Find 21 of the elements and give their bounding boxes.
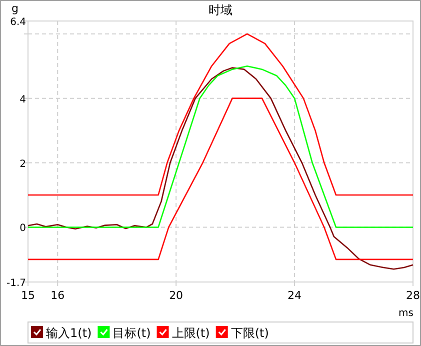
chart-title: 时域: [208, 3, 232, 17]
x-axis-title: ms: [398, 308, 414, 319]
legend-label: 下限(t): [230, 326, 269, 340]
y-tick-label: 0: [20, 223, 26, 234]
line-series: [27, 98, 414, 260]
y-axis-title: g: [12, 2, 18, 15]
line-series: [27, 65, 414, 228]
x-tick-label: 20: [169, 289, 184, 302]
y-tick-label: 4: [20, 94, 26, 106]
x-tick-label: 15: [21, 289, 35, 302]
x-tick-label: 28: [406, 289, 420, 302]
y-tick-label: -1.7: [6, 278, 26, 289]
legend-label: 输入1(t): [46, 326, 92, 340]
line-series: [27, 33, 414, 196]
x-tick-label: 16: [50, 289, 65, 302]
y-tick-label: 2: [20, 158, 26, 170]
legend-label: 目标(t): [112, 326, 151, 340]
x-tick-label: 24: [288, 289, 302, 302]
line-series: [27, 67, 414, 270]
y-tick-label: 6.4: [10, 17, 26, 28]
legend-label: 上限(t): [172, 326, 210, 340]
